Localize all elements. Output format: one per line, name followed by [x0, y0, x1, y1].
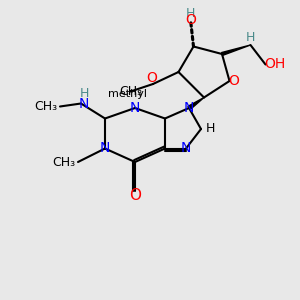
Text: methyl: methyl — [108, 89, 147, 100]
Text: N: N — [184, 101, 194, 115]
Text: O: O — [185, 13, 196, 26]
Text: N: N — [130, 101, 140, 115]
Text: H: H — [246, 31, 255, 44]
Text: H: H — [205, 122, 215, 136]
Text: O: O — [229, 74, 239, 88]
Text: OH: OH — [264, 58, 285, 71]
Polygon shape — [188, 98, 204, 110]
Text: CH₃: CH₃ — [34, 100, 57, 113]
Text: O: O — [129, 188, 141, 202]
Text: N: N — [100, 142, 110, 155]
Text: O: O — [146, 71, 157, 85]
Text: H: H — [186, 7, 195, 20]
Text: CH₃: CH₃ — [52, 155, 75, 169]
Text: CH₃: CH₃ — [119, 85, 142, 98]
Polygon shape — [221, 45, 250, 56]
Text: H: H — [79, 86, 89, 100]
Text: N: N — [181, 142, 191, 155]
Text: N: N — [79, 97, 89, 110]
